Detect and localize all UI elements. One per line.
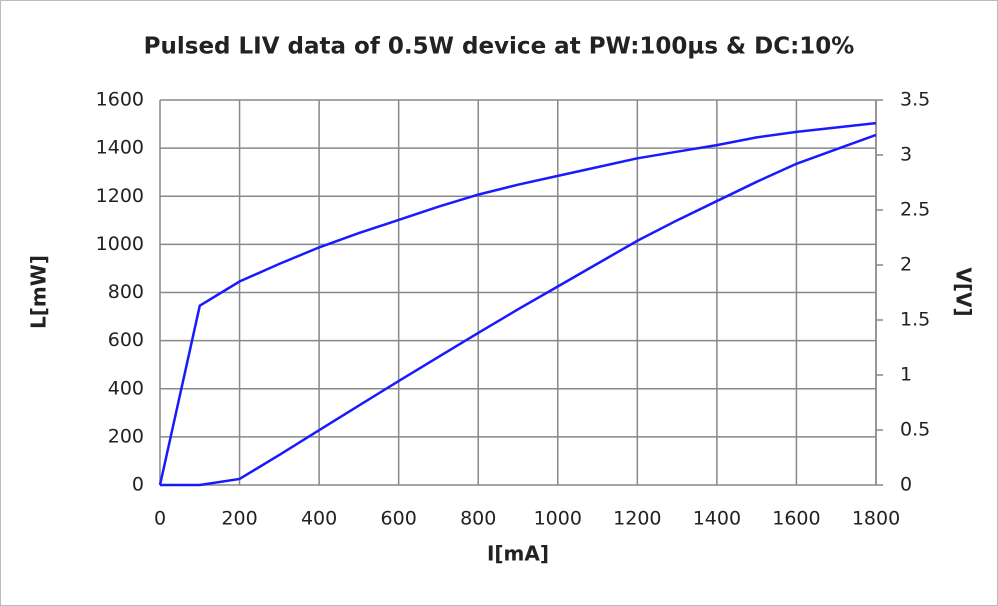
y2-tick-label: 3.5 — [900, 89, 930, 111]
y2-tick-label: 2 — [900, 254, 912, 276]
x-tick-label: 1000 — [534, 508, 582, 530]
x-tick-label: 200 — [221, 508, 257, 530]
series-line — [158, 121, 877, 486]
x-tick-label: 0 — [154, 508, 166, 530]
y2-tick-label: 0.5 — [900, 419, 930, 441]
y-tick-label: 1200 — [96, 185, 144, 207]
y-tick-label: 400 — [108, 377, 144, 399]
x-tick-label: 1800 — [852, 508, 900, 530]
y2-axis-title: V[V] — [952, 267, 976, 316]
y2-tick-label: 1 — [900, 364, 912, 386]
y-axis-title: L[mW] — [27, 255, 51, 329]
y-tick-label: 200 — [108, 425, 144, 447]
x-tick-label: 600 — [381, 508, 417, 530]
x-tick-label: 400 — [301, 508, 337, 530]
x-axis-title: I[mA] — [487, 542, 549, 566]
y2-tick-label: 2.5 — [900, 199, 930, 221]
series-line — [160, 133, 877, 487]
y-tick-label: 800 — [108, 281, 144, 303]
x-tick-label: 1400 — [693, 508, 741, 530]
y2-tick-label: 3 — [900, 144, 912, 166]
y-tick-label: 0 — [132, 474, 144, 496]
y-tick-label: 1000 — [96, 233, 144, 255]
y2-tick-label: 1.5 — [900, 309, 930, 331]
y-tick-label: 1600 — [96, 89, 144, 111]
chart-title: Pulsed LIV data of 0.5W device at PW:100… — [144, 34, 855, 60]
x-tick-label: 800 — [460, 508, 496, 530]
x-tick-label: 1200 — [613, 508, 661, 530]
x-tick-label: 1600 — [772, 508, 820, 530]
y-tick-label: 1400 — [96, 137, 144, 159]
y-tick-label: 600 — [108, 329, 144, 351]
y2-tick-label: 0 — [900, 474, 912, 496]
